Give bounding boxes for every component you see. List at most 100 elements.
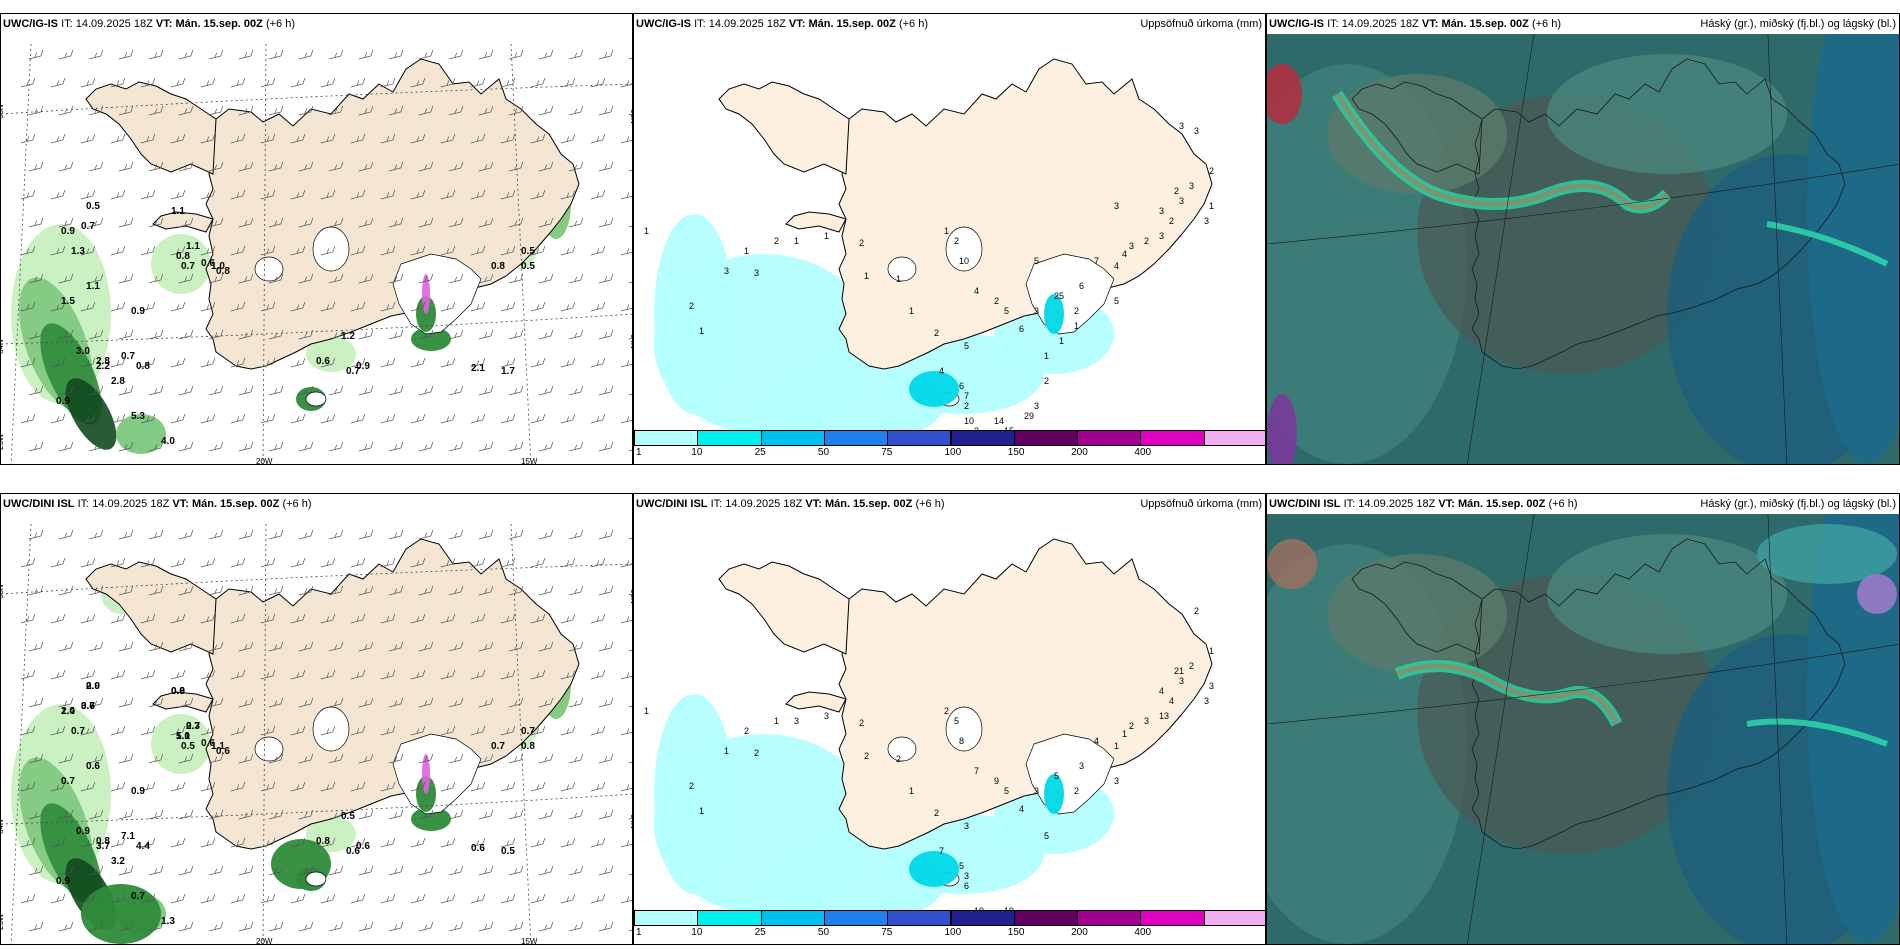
accum-value-label: 4	[974, 286, 979, 296]
axis-tick-label: 25W	[1, 433, 5, 450]
colorbar-tick-label: 400	[1134, 447, 1152, 458]
colorbar-swatch	[1140, 430, 1205, 446]
accum-value-label: 1	[744, 246, 749, 256]
precip-value-label: 1.1	[176, 731, 190, 742]
axis-tick-label: 15W	[521, 457, 538, 465]
precip-value-label: 2.8	[96, 356, 110, 367]
precip-value-label: 5.0	[176, 731, 190, 742]
colorbar-tick-label: 10	[691, 927, 703, 938]
precip-value-label: 0.7	[61, 776, 75, 787]
model-name: UWC/IG-IS	[636, 18, 691, 30]
axis-tick-label: 66N	[629, 109, 633, 124]
accum-value-label: 1	[909, 306, 914, 316]
accum-value-label: 2	[944, 706, 949, 716]
map-clouds	[1267, 14, 1899, 464]
vt-time: VT: Mán. 15.sep. 00Z	[1421, 18, 1529, 30]
precip-value-label: 7.1	[121, 831, 135, 842]
precip-value-label: 2.3	[186, 721, 200, 732]
axis-tick-label: 64N	[629, 334, 633, 349]
precip-value-label: 1.4	[61, 706, 75, 717]
axis-tick-label: 64N	[1, 819, 5, 834]
precip-value-label: 1.7	[501, 366, 515, 377]
vt-time: VT: Mán. 15.sep. 00Z	[788, 18, 896, 30]
it-label: IT:	[1327, 18, 1339, 30]
accum-value-label: 1	[699, 326, 704, 336]
accum-value-label: 2	[954, 236, 959, 246]
colorbar-tick-label: 100	[944, 447, 962, 458]
precip-value-label: 0.8	[491, 261, 505, 272]
vt-time: VT: Mán. 15.sep. 00Z	[805, 498, 913, 510]
accum-value-label: 1	[1114, 741, 1119, 751]
accum-value-label: 2	[864, 751, 869, 761]
accum-value-label: 3	[1129, 241, 1134, 251]
panel-header: UWC/DINI ISL IT: 14.09.2025 18Z VT: Mán.…	[1267, 494, 1899, 514]
precip-value-label: 0.6	[171, 686, 185, 697]
accum-value-label: 2	[859, 718, 864, 728]
it-time: 14.09.2025 18Z	[75, 18, 153, 30]
accum-value-label: 3	[1079, 761, 1084, 771]
accum-value-label: 2	[859, 238, 864, 248]
accum-value-label: 3	[1114, 776, 1119, 786]
precip-value-label: 3.0	[76, 346, 90, 357]
accum-value-label: 5	[954, 716, 959, 726]
precip-value-label: 2.0	[61, 706, 75, 717]
precip-value-label: 0.8	[96, 836, 110, 847]
axis-tick-label: 66N	[1, 584, 5, 599]
accum-value-label: 4	[1159, 686, 1164, 696]
accum-value-label: 3	[1159, 231, 1164, 241]
precip-value-label: 3.7	[96, 841, 110, 852]
accum-value-label: 3	[1144, 716, 1149, 726]
lead-time: (+6 h)	[265, 18, 295, 30]
colorbar-swatch	[760, 910, 825, 926]
precip-value-label: 1.3	[71, 246, 85, 257]
colorbar-tick-label: 25	[754, 447, 766, 458]
precip-value-label: 2.8	[111, 376, 125, 387]
colorbar-swatch	[823, 430, 889, 446]
vt-time: VT: Mán. 15.sep. 00Z	[155, 18, 263, 30]
model-name: UWC/DINI ISL	[636, 498, 708, 510]
accum-value-label: 3	[1189, 181, 1194, 191]
accum-value-label: 2	[1074, 786, 1079, 796]
accum-value-label: 29	[1024, 411, 1034, 421]
axis-tick-label: 25W	[1, 913, 5, 930]
precip-value-label: 4.4	[136, 841, 150, 852]
colorbar-swatch	[950, 910, 1015, 926]
accum-value-label: 2	[774, 236, 779, 246]
accum-value-label: 6	[964, 881, 969, 891]
precip-value-label: 0.9	[131, 306, 145, 317]
precip-value-label: 5.3	[131, 411, 145, 422]
precip-value-label: 1.2	[341, 331, 355, 342]
colorbar-swatch	[1140, 910, 1205, 926]
model-name: UWC/DINI ISL	[3, 498, 75, 510]
accum-value-label: 3	[1179, 121, 1184, 131]
colorbar: 1 10 25 50 75 100 150 200 400	[634, 430, 1265, 464]
colorbar-tick-label: 75	[881, 447, 893, 458]
accum-value-label: 2	[896, 754, 901, 764]
accum-value-label: 2	[1194, 606, 1199, 616]
it-label: IT:	[61, 18, 73, 30]
accum-value-label: 2	[934, 328, 939, 338]
colorbar-tick-label: 25	[754, 927, 766, 938]
accum-value-label: 5	[964, 341, 969, 351]
precip-value-label: 0.8	[316, 836, 330, 847]
precip-value-label: 0.7	[346, 366, 360, 377]
precip-value-label: 1.0	[211, 261, 225, 272]
accum-value-label: 8	[959, 736, 964, 746]
precip-value-label: 0.5	[86, 201, 100, 212]
accum-value-label: 1	[1122, 729, 1127, 739]
precip-value-label: 3.2	[111, 856, 125, 867]
precip-value-label: 0.9	[171, 686, 185, 697]
panel-header: UWC/IG-IS IT: 14.09.2025 18Z VT: Mán. 15…	[1, 14, 632, 34]
precip-value-label: 1.1	[186, 241, 200, 252]
accum-value-label: 3	[1179, 676, 1184, 686]
accum-value-label: 5	[1004, 786, 1009, 796]
panel-clouds-igis: UWC/IG-IS IT: 14.09.2025 18Z VT: Mán. 15…	[1266, 13, 1900, 465]
precip-value-label: 0.6	[201, 738, 215, 749]
precip-value-label: 3.7	[81, 701, 95, 712]
precip-value-label: 1.3	[161, 916, 175, 927]
accum-value-label: 7	[1094, 256, 1099, 266]
panel-header: UWC/IG-IS IT: 14.09.2025 18Z VT: Mán. 15…	[1267, 14, 1899, 34]
accum-value-label: 6	[959, 381, 964, 391]
precip-value-label: 0.6	[86, 761, 100, 772]
